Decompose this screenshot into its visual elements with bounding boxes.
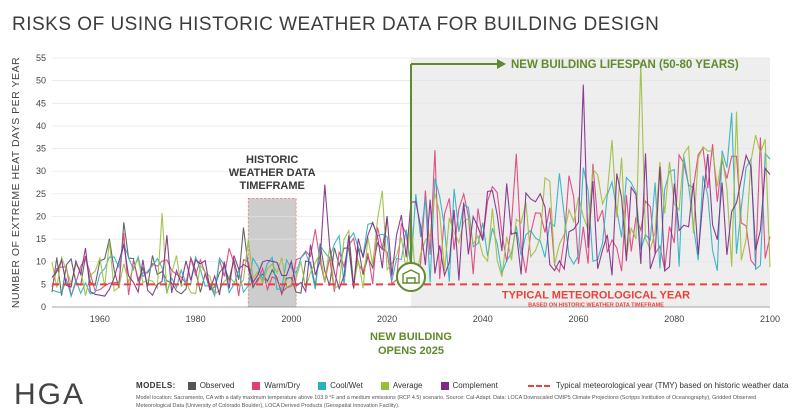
y-tick-label: 5	[41, 279, 46, 289]
legend-item-average: Average	[380, 381, 423, 390]
legend-item-observed: Observed	[187, 381, 235, 390]
legend-item-warm-dry: Warm/Dry	[252, 381, 300, 390]
historic-label-line: WEATHER DATA	[229, 167, 316, 179]
y-tick-label: 10	[36, 257, 46, 267]
x-tick-label: 2000	[281, 314, 301, 324]
legend-tmy-label: Typical meteorological year (TMY) based …	[555, 381, 789, 390]
y-tick-label: 25	[36, 189, 46, 199]
opens-label-line: OPENS 2025	[378, 345, 444, 357]
tmy-dash-icon	[527, 384, 550, 387]
legend-swatch	[252, 381, 261, 390]
legend-label: Complement	[452, 381, 498, 390]
legend-item-complement: Complement	[440, 381, 498, 390]
historic-label-line: HISTORIC	[246, 154, 298, 166]
hga-logo: HGA	[14, 378, 86, 411]
building-circle	[396, 262, 426, 292]
legend-item-tmy: Typical meteorological year (TMY) based …	[527, 381, 789, 390]
y-tick-label: 15	[36, 234, 46, 244]
x-tick-label: 2040	[473, 314, 493, 324]
legend-item-cool-wet: Cool/Wet	[318, 381, 363, 390]
y-tick-label: 50	[36, 76, 46, 86]
chart-title: RISKS OF USING HISTORIC WEATHER DATA FOR…	[12, 14, 660, 35]
historic-label-line: TIMEFRAME	[239, 180, 304, 192]
historic-timeframe-box	[247, 197, 297, 308]
legend-title: MODELS:	[136, 381, 176, 390]
y-axis-label: NUMBER OF EXTREME HEAT DAYS PER YEAR	[10, 57, 22, 308]
legend-label: Cool/Wet	[330, 381, 363, 390]
opens-label-line: NEW BUILDING	[370, 331, 452, 343]
legend-label: Warm/Dry	[264, 381, 301, 390]
y-tick-label: 45	[36, 98, 46, 108]
building-icon	[402, 269, 420, 284]
y-tick-label: 40	[36, 121, 46, 131]
tmy-sub-label: BASED ON HISTORIC WEATHER DATA TIMEFRAME	[528, 302, 664, 308]
legend-label: Average	[392, 381, 423, 390]
lifespan-label: NEW BUILDING LIFESPAN (50-80 YEARS)	[511, 59, 739, 71]
legend-swatch	[380, 381, 389, 390]
y-tick-label: 35	[36, 144, 46, 154]
tmy-label: TYPICAL METEOROLOGICAL YEAR	[502, 289, 690, 301]
x-tick-label: 2060	[569, 314, 589, 324]
y-tick-label: 55	[36, 53, 46, 63]
x-tick-label: 2100	[760, 314, 780, 324]
x-tick-label: 2020	[377, 314, 397, 324]
x-tick-label: 2080	[664, 314, 684, 324]
source-note: Model location: Sacramento, CA with a da…	[136, 395, 757, 409]
legend-swatch	[440, 381, 449, 390]
legend: MODELS: Observed Warm/Dry Cool/Wet Avera…	[136, 381, 788, 390]
legend-swatch	[187, 381, 196, 390]
legend-label: Observed	[199, 381, 235, 390]
series-line-observed	[51, 217, 388, 297]
legend-swatch	[318, 381, 327, 390]
y-tick-label: 20	[36, 211, 46, 221]
lifespan-arrowhead-icon	[497, 59, 506, 69]
heat-days-chart: 1960 1980 2000 2020 2040 2060 2080 210005101520…	[10, 53, 780, 357]
y-tick-label: 0	[41, 302, 46, 312]
y-tick-label: 30	[36, 166, 46, 176]
x-tick-label: 1960	[90, 314, 110, 324]
x-tick-label: 1980	[186, 314, 206, 324]
